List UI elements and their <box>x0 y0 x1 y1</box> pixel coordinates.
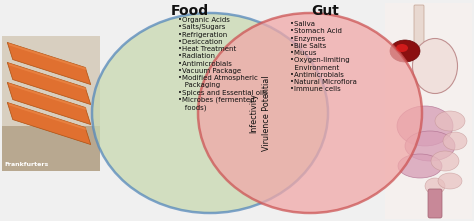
Polygon shape <box>7 102 91 145</box>
Ellipse shape <box>438 173 462 189</box>
Ellipse shape <box>398 154 442 178</box>
Ellipse shape <box>390 40 420 62</box>
Ellipse shape <box>412 38 457 93</box>
Ellipse shape <box>425 178 445 194</box>
Ellipse shape <box>405 131 455 161</box>
Polygon shape <box>7 82 91 125</box>
Polygon shape <box>9 103 87 130</box>
Polygon shape <box>9 43 87 70</box>
FancyBboxPatch shape <box>428 189 442 218</box>
Ellipse shape <box>396 44 408 52</box>
Polygon shape <box>9 83 87 110</box>
Text: •Organic Acids
•Salts/Sugars
•Refrigeration
•Desiccation
•Heat Treatment
•Radiat: •Organic Acids •Salts/Sugars •Refrigerat… <box>178 17 268 111</box>
Polygon shape <box>7 42 91 85</box>
Polygon shape <box>7 62 91 105</box>
Ellipse shape <box>198 13 422 213</box>
Text: •Saliva
•Stomach Acid
•Enzymes
•Bile Salts
•Mucus
•Oxygen-limiting
  Environment: •Saliva •Stomach Acid •Enzymes •Bile Sal… <box>290 21 357 92</box>
Ellipse shape <box>431 151 459 171</box>
Ellipse shape <box>443 132 467 150</box>
FancyBboxPatch shape <box>2 36 100 171</box>
FancyBboxPatch shape <box>2 36 100 126</box>
Text: Frankfurters: Frankfurters <box>4 162 48 167</box>
Polygon shape <box>9 63 87 90</box>
FancyBboxPatch shape <box>385 3 472 219</box>
Ellipse shape <box>435 111 465 131</box>
Text: Gut: Gut <box>311 4 339 18</box>
Text: Food: Food <box>171 4 209 18</box>
Text: Infectivity
Virulence Potential: Infectivity Virulence Potential <box>249 75 271 151</box>
Ellipse shape <box>397 106 453 146</box>
FancyBboxPatch shape <box>414 5 424 47</box>
Ellipse shape <box>92 13 328 213</box>
